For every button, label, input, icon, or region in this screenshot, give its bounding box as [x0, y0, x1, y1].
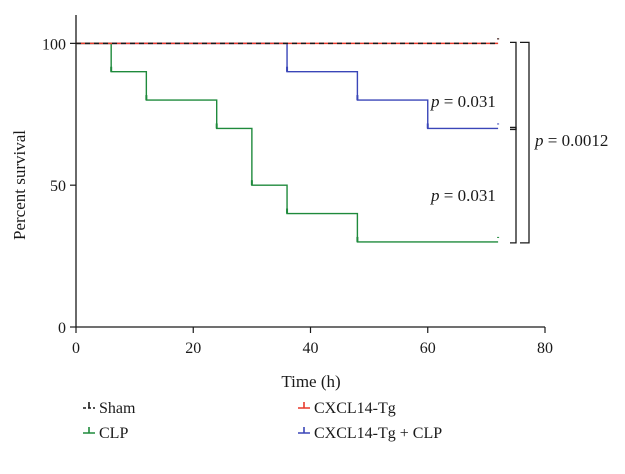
bracket-overall — [520, 41, 530, 244]
p-value: = 0.0012 — [544, 131, 609, 150]
p-value: = 0.031 — [440, 186, 496, 205]
legend-label: Sham — [99, 400, 136, 417]
y-axis-label: Percent survival — [10, 130, 29, 240]
annotation-p-lower: p = 0.031 — [430, 186, 496, 205]
p-symbol: p — [430, 186, 440, 205]
legend-label: CLP — [99, 425, 128, 442]
series-line-cxcl14-tg-clp — [76, 42, 499, 130]
p-symbol: p — [430, 92, 440, 111]
bracket-upper — [510, 41, 517, 131]
legend: Sham CXCL14-Tg CLP CXCL14-Tg + CLP — [83, 400, 442, 442]
legend-item: Sham — [83, 400, 136, 417]
x-tick-label: 40 — [303, 340, 319, 357]
p-symbol: p — [534, 131, 544, 150]
series-line-clp — [76, 42, 499, 243]
annotation-p-upper: p = 0.031 — [430, 92, 496, 111]
x-tick-label: 0 — [72, 340, 80, 357]
legend-label: CXCL14-Tg — [314, 400, 396, 417]
legend-item: CXCL14-Tg + CLP — [298, 425, 442, 442]
p-value: = 0.031 — [440, 92, 496, 111]
x-tick-label: 80 — [537, 340, 553, 357]
x-tick-label: 60 — [420, 340, 436, 357]
significance-brackets — [510, 41, 530, 244]
x-tick-label: 20 — [185, 340, 201, 357]
legend-item: CLP — [83, 425, 128, 442]
x-axis-label: Time (h) — [281, 372, 340, 391]
bracket-lower — [510, 126, 517, 244]
y-tick-label: 100 — [42, 36, 66, 53]
axes — [75, 15, 545, 328]
series-layer — [76, 38, 500, 243]
annotation-p-overall: p = 0.0012 — [534, 131, 608, 150]
legend-label: CXCL14-Tg + CLP — [314, 425, 442, 442]
y-tick-label: 0 — [58, 320, 66, 337]
axis-ticks: 0 20 40 60 80 0 50 100 — [42, 36, 553, 357]
y-tick-label: 50 — [50, 178, 66, 195]
legend-item: CXCL14-Tg — [298, 400, 396, 417]
